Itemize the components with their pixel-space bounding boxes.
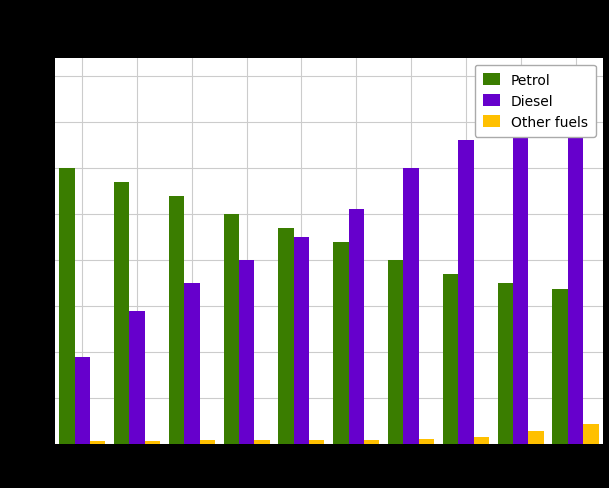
Bar	[59, 169, 74, 444]
Bar	[184, 284, 200, 444]
Bar	[74, 357, 90, 444]
Bar	[529, 431, 544, 444]
Legend: Petrol, Diesel, Other fuels: Petrol, Diesel, Other fuels	[474, 65, 596, 138]
Bar	[145, 441, 160, 444]
Bar	[294, 238, 309, 444]
Bar	[239, 261, 255, 444]
Bar	[364, 440, 379, 444]
Bar	[309, 440, 325, 444]
Bar	[114, 183, 129, 444]
Bar	[278, 228, 294, 444]
Bar	[403, 169, 419, 444]
Bar	[255, 440, 270, 444]
Bar	[169, 196, 184, 444]
Bar	[443, 274, 458, 444]
Bar	[348, 210, 364, 444]
Bar	[498, 284, 513, 444]
Bar	[583, 424, 599, 444]
Bar	[474, 437, 489, 444]
Bar	[388, 261, 403, 444]
Bar	[458, 141, 474, 444]
Bar	[129, 311, 145, 444]
Bar	[513, 118, 529, 444]
Bar	[568, 91, 583, 444]
Bar	[200, 440, 215, 444]
Bar	[552, 290, 568, 444]
Bar	[224, 215, 239, 444]
Bar	[419, 440, 434, 444]
Bar	[90, 441, 105, 444]
Bar	[333, 242, 348, 444]
